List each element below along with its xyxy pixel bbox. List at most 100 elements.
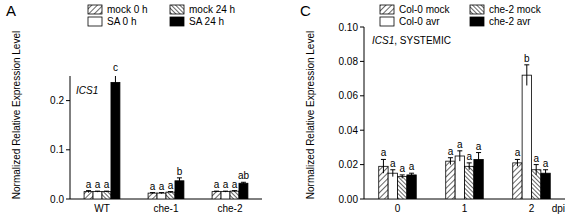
bar bbox=[166, 192, 175, 199]
significance-letter: a bbox=[476, 141, 482, 152]
error-cap bbox=[95, 191, 100, 192]
error-bar bbox=[534, 165, 539, 175]
x-tick-label: WT bbox=[94, 203, 110, 214]
significance-letter: a bbox=[232, 179, 238, 190]
error-bar bbox=[467, 163, 472, 170]
y-tick-label: 0.08 bbox=[339, 56, 359, 67]
y-tick-label: 0.2 bbox=[50, 95, 64, 106]
error-bar bbox=[168, 191, 173, 193]
legend-label: che-2 mock bbox=[489, 4, 542, 15]
legend-label: SA 0 h bbox=[107, 16, 136, 27]
significance-letter: a bbox=[150, 181, 156, 192]
subtitle-rest: , SYSTEMIC bbox=[394, 35, 451, 46]
bar bbox=[221, 192, 230, 199]
error-stem bbox=[526, 65, 527, 86]
error-bar bbox=[524, 65, 529, 86]
legend-swatch bbox=[380, 17, 394, 26]
error-cap bbox=[168, 191, 173, 192]
bar bbox=[388, 173, 397, 199]
annotations: aaaaabaaaaaa bbox=[381, 53, 549, 174]
error-cap bbox=[86, 190, 91, 191]
error-stem bbox=[392, 170, 393, 177]
error-cap bbox=[543, 169, 548, 170]
error-stem bbox=[517, 159, 518, 166]
x-axis-label: dpi bbox=[552, 203, 565, 214]
y-tick bbox=[66, 100, 70, 101]
error-cap bbox=[524, 64, 529, 65]
error-cap bbox=[381, 159, 386, 160]
error-cap bbox=[448, 157, 453, 158]
x-tick-label: 1 bbox=[462, 203, 468, 214]
legend-label: che-2 avr bbox=[489, 16, 531, 27]
error-bar bbox=[381, 159, 386, 173]
bar bbox=[541, 173, 550, 199]
significance-letter: a bbox=[399, 163, 405, 174]
legend: Col-0 mockCol-0 avr che-2 mockche-2 avr bbox=[380, 4, 542, 27]
y-axis-line bbox=[364, 27, 365, 199]
error-cap bbox=[223, 191, 228, 192]
error-bar bbox=[400, 175, 405, 178]
significance-letter: a bbox=[214, 179, 220, 190]
legend-label: Col-0 avr bbox=[399, 16, 440, 27]
bar bbox=[111, 82, 120, 199]
error-cap bbox=[214, 191, 219, 192]
significance-letter: a bbox=[381, 147, 387, 158]
error-cap bbox=[457, 150, 462, 151]
error-cap bbox=[177, 177, 182, 178]
error-bar bbox=[159, 192, 164, 194]
error-stem bbox=[545, 170, 546, 177]
subtitle: ICS1 bbox=[76, 85, 98, 96]
significance-letter: a bbox=[390, 158, 396, 169]
significance-letter: a bbox=[223, 179, 229, 190]
significance-letter: a bbox=[409, 161, 415, 172]
y-tick-label: 0.0 bbox=[50, 194, 64, 205]
y-tick-label: 0.1 bbox=[50, 144, 64, 155]
legend-label: Col-0 mock bbox=[399, 4, 451, 15]
bar bbox=[230, 191, 239, 199]
error-bar bbox=[232, 190, 237, 192]
y-tick bbox=[66, 199, 70, 200]
y-tick bbox=[360, 95, 364, 96]
bar bbox=[513, 163, 522, 199]
x-tick-label: che-2 bbox=[217, 203, 242, 214]
error-cap bbox=[515, 159, 520, 160]
error-stem bbox=[469, 163, 470, 170]
chart-panel: C ICS1, SYSTEMIC Normalized Relative Expre… bbox=[300, 2, 565, 214]
error-bar bbox=[177, 178, 182, 184]
significance-letter: a bbox=[448, 146, 454, 157]
error-bar bbox=[476, 153, 481, 167]
legend-label: SA 24 h bbox=[189, 16, 224, 27]
error-bar bbox=[113, 76, 118, 91]
significance-letter: a bbox=[457, 139, 463, 150]
error-cap bbox=[159, 192, 164, 193]
error-bar bbox=[515, 159, 520, 166]
subtitle-gene: ICS1 bbox=[372, 35, 394, 46]
error-cap bbox=[232, 190, 237, 191]
panel-label: C bbox=[300, 2, 311, 19]
error-stem bbox=[383, 159, 384, 173]
error-stem bbox=[179, 178, 180, 184]
legend: mock 0 hSA 0 hmock 24 hSA 24 h bbox=[88, 4, 235, 27]
y-axis-label: Normalized Relative Expression Level bbox=[305, 31, 316, 199]
error-cap bbox=[150, 192, 155, 193]
y-tick-label: 0.00 bbox=[339, 194, 359, 205]
legend-swatch bbox=[380, 5, 394, 14]
chart-panel: AICS1Normalized Relative Expression Leve… bbox=[6, 2, 262, 214]
error-cap bbox=[104, 191, 109, 192]
error-stem bbox=[536, 165, 537, 175]
y-tick-label: 0.06 bbox=[339, 90, 359, 101]
significance-letter: a bbox=[515, 147, 521, 158]
bar bbox=[465, 166, 474, 199]
y-tick-label: 0.02 bbox=[339, 159, 359, 170]
significance-letter: c bbox=[113, 62, 118, 73]
legend-swatch bbox=[170, 17, 184, 26]
y-axis-line bbox=[70, 76, 71, 199]
significance-letter: a bbox=[159, 181, 165, 192]
significance-letter: a bbox=[95, 179, 101, 190]
error-stem bbox=[478, 153, 479, 167]
bar bbox=[407, 175, 416, 199]
error-bar bbox=[448, 158, 453, 165]
error-cap bbox=[241, 182, 246, 183]
bar bbox=[93, 192, 102, 199]
x-tick-label: 0 bbox=[395, 203, 401, 214]
